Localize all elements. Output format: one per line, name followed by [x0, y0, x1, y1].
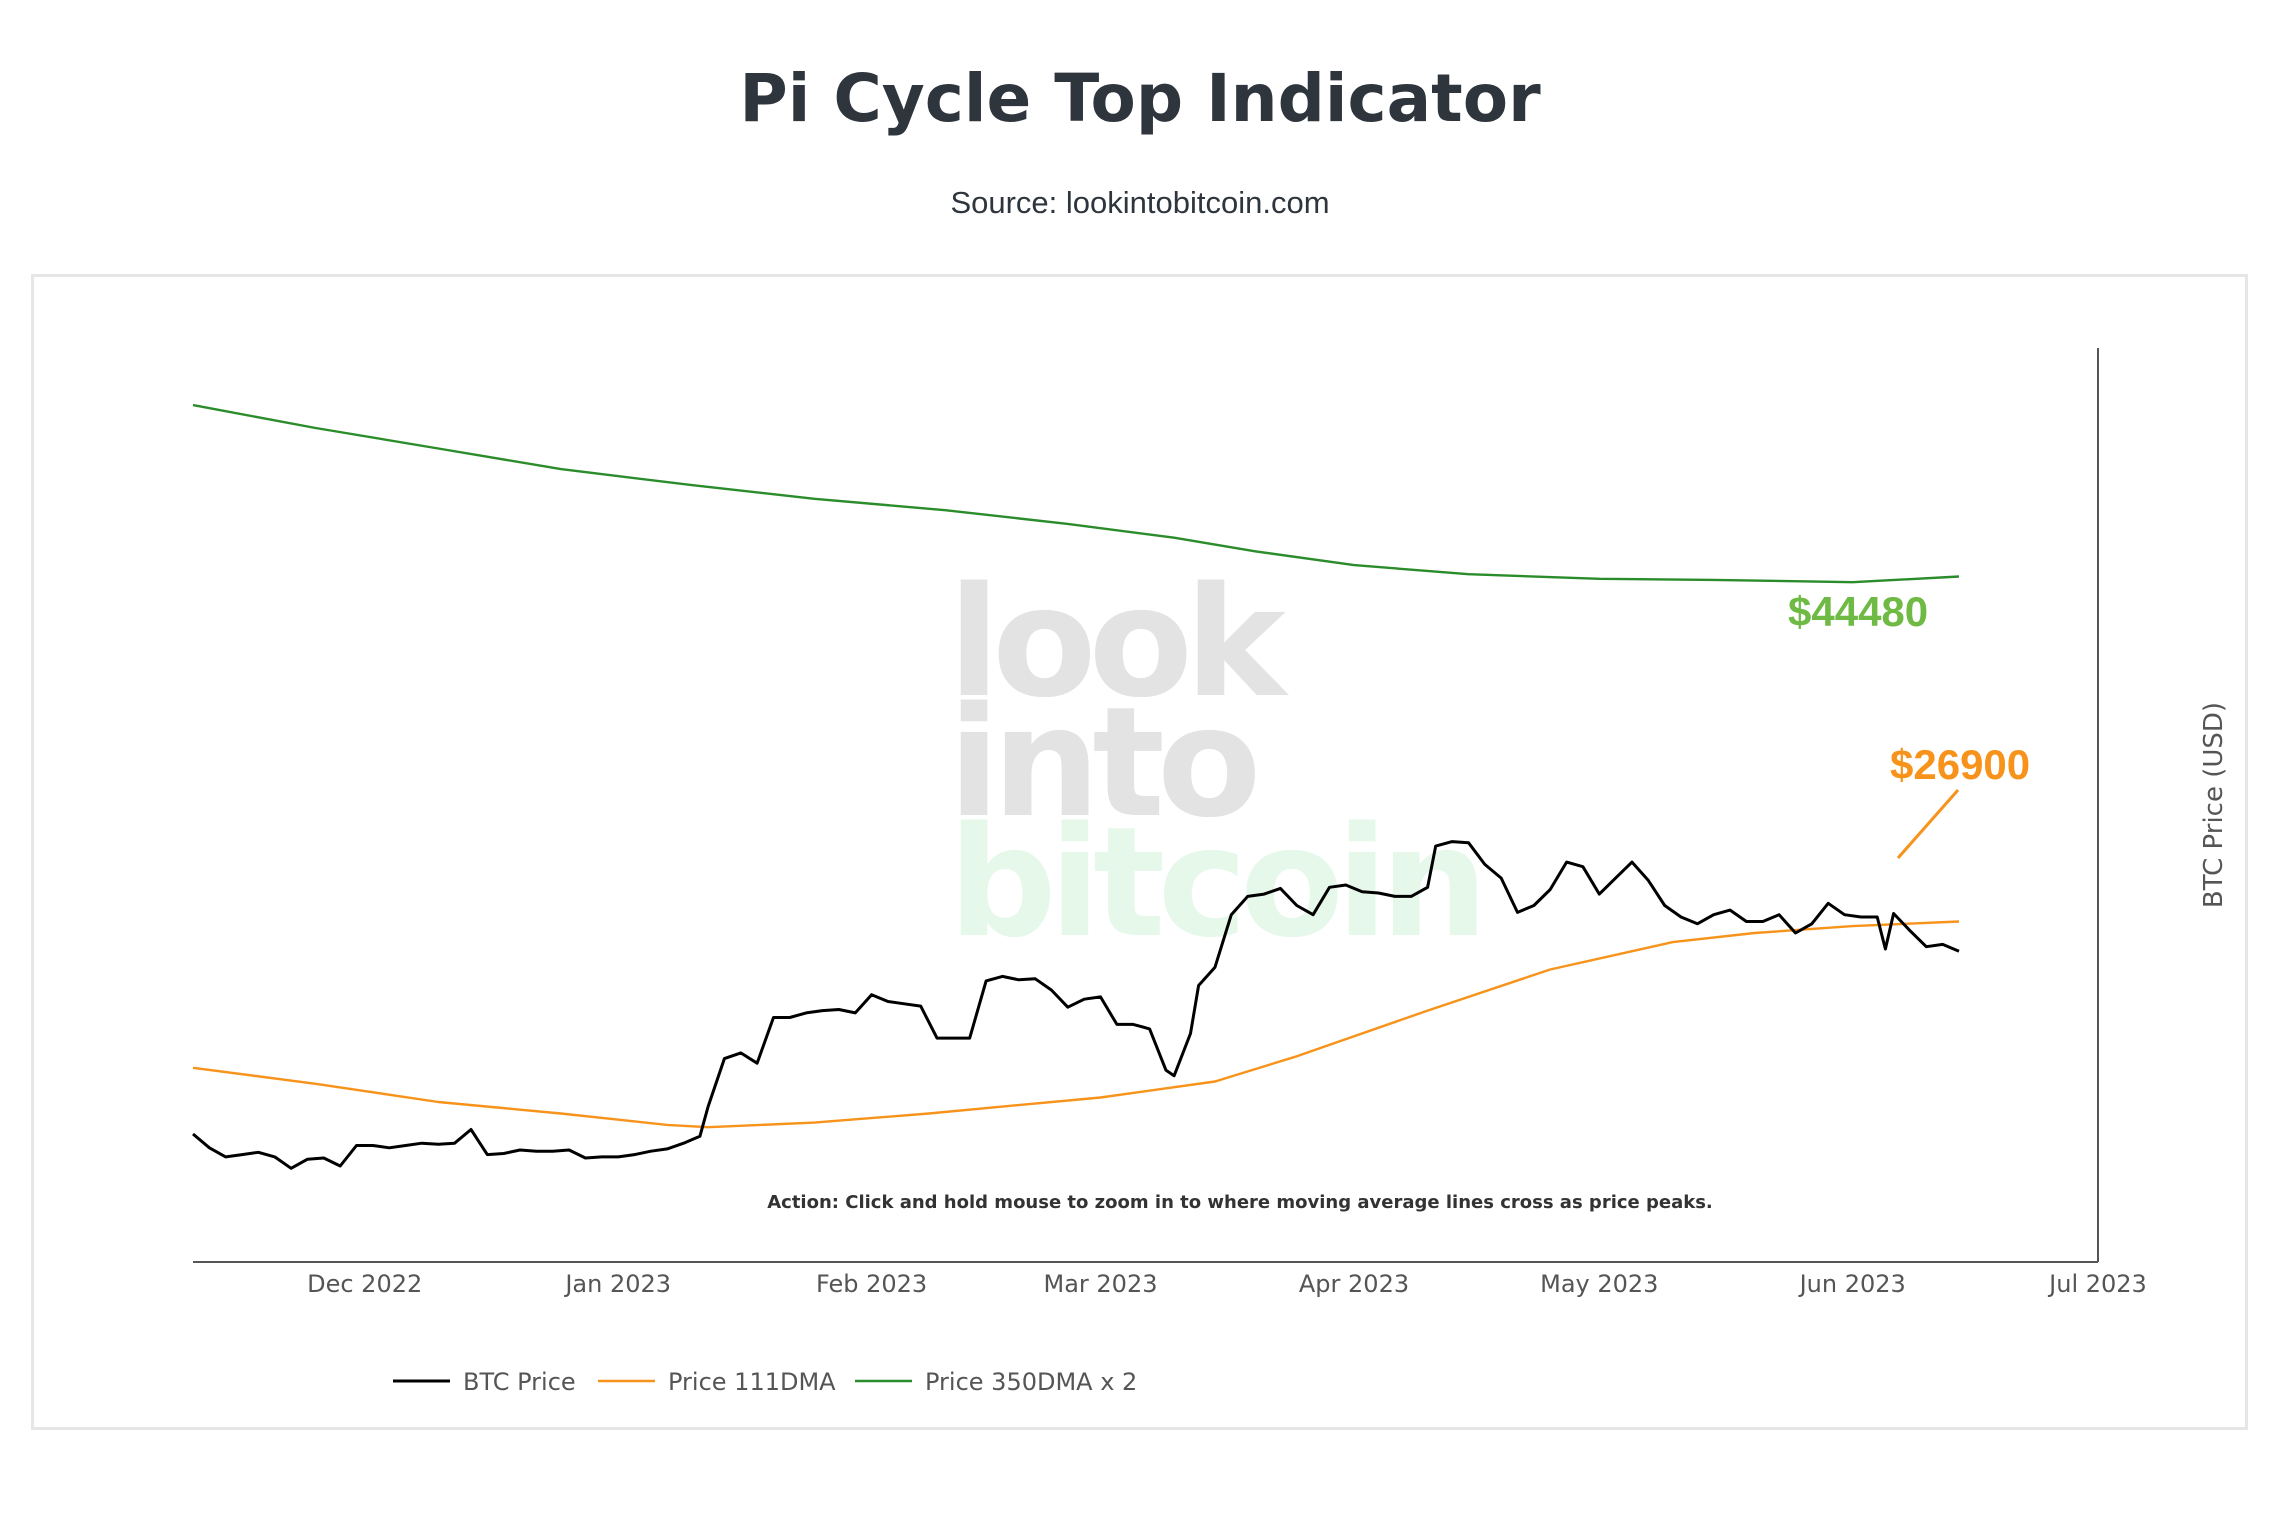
y-axis-title: BTC Price (USD)	[2199, 702, 2229, 908]
x-tick-label: Jun 2023	[1798, 1270, 1906, 1298]
legend[interactable]: BTC Price Price 111DMA Price 350DMA x 2	[393, 1368, 1137, 1396]
series-line-dma350x2[interactable]	[192, 403, 1960, 584]
x-tick-label: Apr 2023	[1299, 1270, 1409, 1298]
series-line-dma111[interactable]	[192, 920, 1960, 1129]
watermark-into: into	[948, 674, 1255, 851]
x-axis-ticks: Dec 2022 Jan 2023 Feb 2023 Mar 2023 Apr 2023…	[307, 1270, 2147, 1298]
series-layer[interactable]	[192, 403, 1960, 1170]
chart-frame	[31, 274, 2248, 1430]
legend-label: BTC Price	[463, 1368, 576, 1396]
page-title: Pi Cycle Top Indicator	[739, 60, 1541, 137]
dma111-value-label: $26900	[1890, 741, 2030, 788]
watermark: look into bitcoin	[948, 554, 1488, 971]
dma350x2-value-label: $44480	[1788, 588, 1928, 635]
x-tick-label: Feb 2023	[816, 1270, 927, 1298]
dma111-label-connector	[1896, 789, 1960, 859]
watermark-bitcoin: bitcoin	[948, 794, 1480, 971]
x-tick-label: May 2023	[1540, 1270, 1658, 1298]
zoom-instruction: Action: Click and hold mouse to zoom in …	[767, 1192, 1713, 1213]
legend-item-btc[interactable]: BTC Price	[393, 1368, 576, 1396]
x-tick-label: Mar 2023	[1044, 1270, 1158, 1298]
legend-label: Price 111DMA	[668, 1368, 836, 1396]
x-tick-label: Jul 2023	[2047, 1270, 2147, 1298]
legend-item-dma111[interactable]: Price 111DMA	[598, 1368, 836, 1396]
x-tick-label: Jan 2023	[563, 1270, 671, 1298]
series-line-btc[interactable]	[192, 840, 1960, 1170]
page-subtitle: Source: lookintobitcoin.com	[950, 185, 1330, 220]
legend-item-dma350x2[interactable]: Price 350DMA x 2	[855, 1368, 1137, 1396]
watermark-look: look	[948, 554, 1289, 731]
legend-label: Price 350DMA x 2	[925, 1368, 1137, 1396]
x-tick-label: Dec 2022	[307, 1270, 422, 1298]
